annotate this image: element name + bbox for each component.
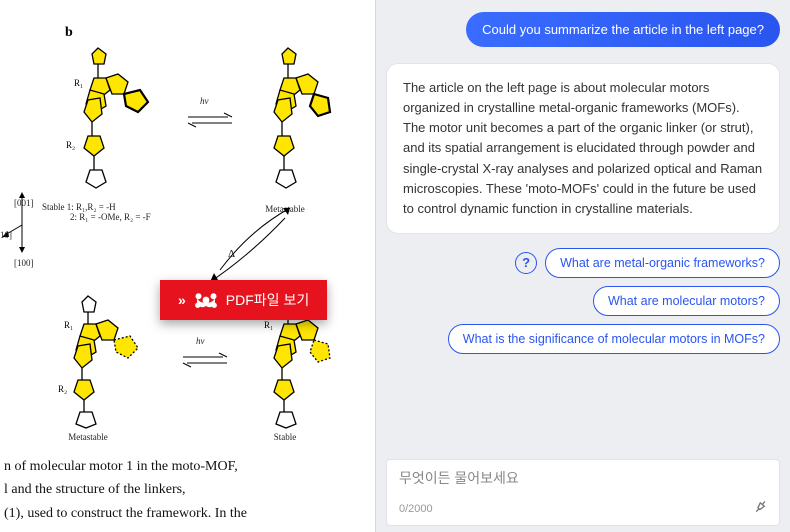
suggestion-chip[interactable]: What are molecular motors? (593, 286, 780, 316)
hv-label-2: hv (196, 336, 205, 346)
suggestion-chip[interactable]: What are metal-organic frameworks? (545, 248, 780, 278)
svg-text:R₁: R₁ (74, 78, 83, 88)
user-message: Could you summarize the article in the l… (466, 12, 780, 47)
mendeley-icon (194, 291, 218, 309)
hv-label-1: hv (200, 96, 209, 106)
document-page: b [001] 10] [100] R₁ R₂ Stable 1: R₁,R₂ … (0, 0, 375, 532)
svg-text:R₂: R₂ (66, 140, 75, 150)
molecule-metastable-1 (250, 40, 350, 190)
delta-label: Δ (228, 248, 235, 260)
axis-z-label: [001] (14, 198, 34, 208)
stable-caption-2: 2: R₁ = -OMe, R₂ = -F (42, 212, 151, 222)
stable-label-2: Stable (260, 432, 310, 442)
svg-text:R₁: R₁ (264, 320, 273, 330)
stable-caption: Stable 1: R₁,R₂ = -H (42, 202, 116, 212)
figure-label: b (65, 25, 73, 41)
char-count: 0/2000 (399, 503, 433, 515)
figure-caption: n of molecular motor 1 in the moto-MOF, … (0, 449, 367, 532)
suggestion-list: ? What are metal-organic frameworks? Wha… (386, 248, 780, 354)
equilibrium-arrow-bottom (175, 348, 235, 372)
molecule-stable-1: R₁ R₂ (50, 40, 160, 190)
chevron-right-icon: » (178, 292, 186, 308)
molecule-metastable-2: R₁ R₂ (40, 290, 150, 430)
axis-x-label: [100] (14, 258, 34, 268)
ai-message: The article on the left page is about mo… (386, 63, 780, 234)
chat-panel: Could you summarize the article in the l… (375, 0, 790, 532)
svg-text:R₂: R₂ (58, 384, 67, 394)
metastable-label-1: Metastable (255, 204, 315, 214)
equilibrium-arrow-top (180, 108, 240, 132)
suggestion-chip[interactable]: What is the significance of molecular mo… (448, 324, 780, 354)
svg-text:R₁: R₁ (64, 320, 73, 330)
view-pdf-button[interactable]: » PDF파일 보기 (160, 280, 327, 320)
pdf-button-label: PDF파일 보기 (226, 290, 309, 310)
axis-y-label: 10] (0, 230, 12, 240)
pin-icon[interactable] (746, 495, 772, 521)
metastable-label-2: Metastable (58, 432, 118, 442)
help-icon[interactable]: ? (515, 252, 537, 274)
chat-input-area: 0/2000 (386, 459, 780, 526)
chat-input[interactable] (399, 470, 767, 486)
